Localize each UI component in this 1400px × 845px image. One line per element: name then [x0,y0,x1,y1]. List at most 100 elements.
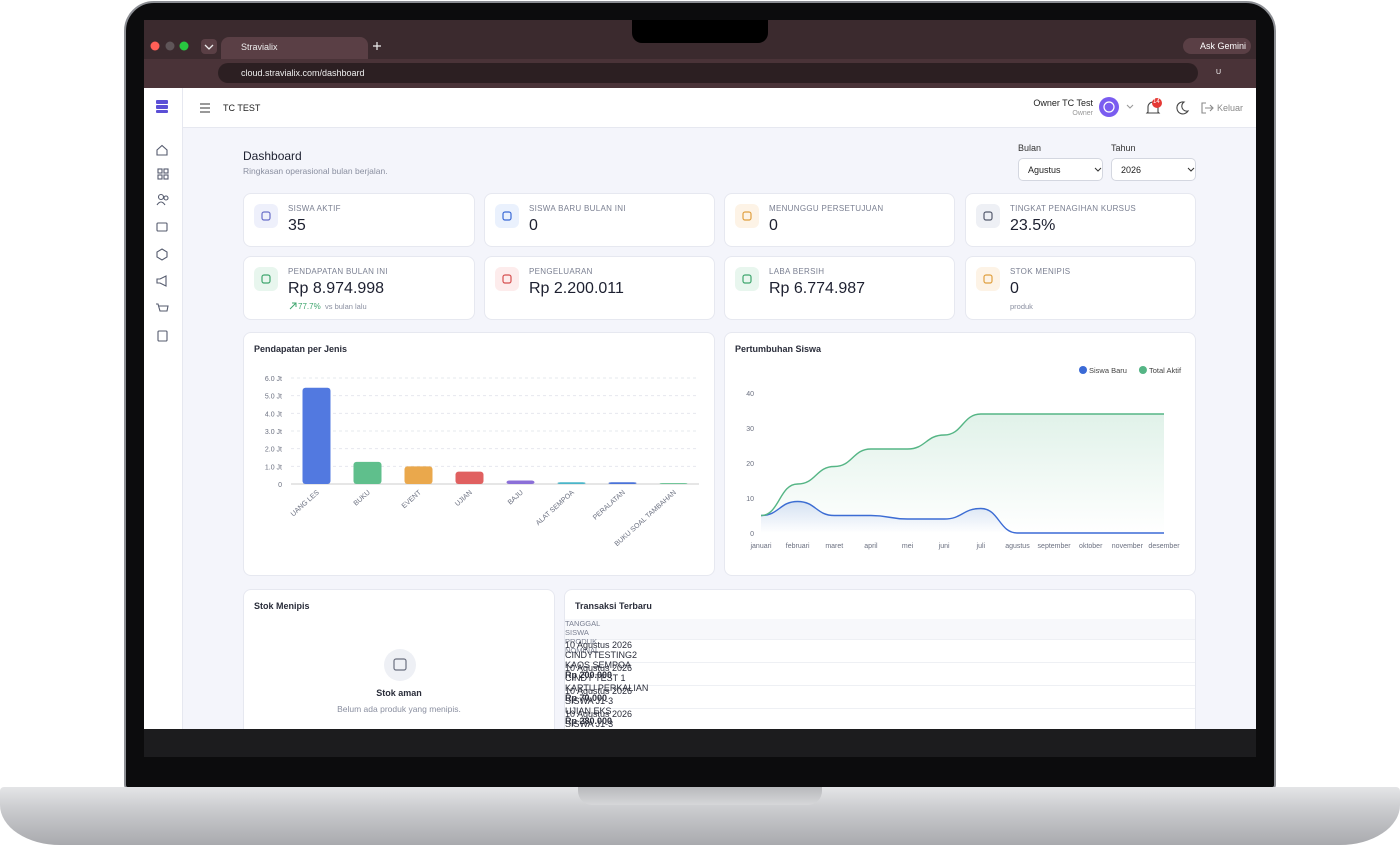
close-window[interactable] [150,41,160,51]
bar [455,471,484,484]
stat-icon [254,267,278,291]
stat-label: SISWA BARU BULAN INI [529,204,626,213]
user-name: Owner TC Test [1033,98,1093,108]
chart-title: Pertumbuhan Siswa [735,344,822,354]
gemini-label: Ask Gemini [1200,41,1247,51]
stat-icon [976,267,1000,291]
nav-users[interactable] [156,193,169,206]
icon-glyph [393,658,407,671]
nav-box[interactable] [156,248,168,261]
x-tick-label: maret [825,543,843,550]
table-cell: UJIAN EKS [565,706,612,716]
x-tick-label: ALAT SEMPOA [535,489,576,527]
chart: 0 10 20 30 40 januari februari maret april mei jun… [746,366,1182,550]
logout[interactable]: Keluar [1217,103,1244,113]
empty-text: Belum ada produk yang menipis. [337,704,461,714]
table-cell: SISWA J1-3 [565,696,614,706]
bar [506,480,535,484]
table-cell: CINDY TEST 1 [565,673,626,683]
column-header: SISWA [565,628,589,637]
table-cell: Rp 200.000 [565,670,613,680]
nav-announce[interactable] [156,275,167,287]
stat-value: Rp 8.974.998 [288,280,385,297]
x-tick-label: september [1038,543,1072,550]
month-label: Bulan [1018,143,1042,153]
legend-label: Siswa Baru [1089,366,1127,375]
stat-icon [976,204,1000,228]
stat-label: SISWA AKTIF [288,204,341,213]
notification-badge [1152,98,1162,108]
stat-label: STOK MENIPIS [1010,267,1071,276]
stat-icon [735,204,759,228]
year-select[interactable]: 2026 [1111,158,1196,181]
notification-count: 14 [1153,99,1160,105]
month-select[interactable]: Agustus [1018,158,1103,181]
nav-grid[interactable] [157,168,169,180]
user-chevron[interactable] [1126,104,1134,109]
browser-icons [150,39,1243,79]
logo [156,100,168,113]
y-tick-label: 4.0 Jt [265,411,282,418]
year-label: Tahun [1111,143,1136,153]
nav-cart[interactable] [156,303,169,312]
y-tick-label: 20 [746,461,754,468]
table-cell: KAOS SEMPOA [565,660,632,670]
stat-card: MENUNGGU PERSETUJUAN 0 [724,193,955,247]
tab-title: Stravialix [241,42,278,52]
icon-bg [735,204,759,228]
avatar[interactable] [1099,97,1119,117]
column-header: NOMINAL [565,646,600,655]
stat-icon [495,267,519,291]
chart: 0 1.0 Jt 2.0 Jt 3.0 Jt 4.0 Jt 5.0 Jt 6.0 Jt UAN… [265,376,699,548]
nav-home[interactable] [156,144,168,156]
x-tick-label: BUKU SOAL TAMBAHAN [614,489,678,548]
x-tick-label: BAJU [507,489,525,506]
line [760,413,1164,517]
minimize-window[interactable] [165,41,175,51]
icon-bg [384,649,416,681]
x-tick-label: desember [1148,543,1180,550]
table-cell: CINDYTESTING2 [565,650,638,660]
stat-value: 0 [769,217,778,234]
active-tab[interactable] [221,37,368,59]
x-tick-label: juli [976,543,986,550]
select-arrows [1094,167,1195,172]
bar [608,482,637,484]
menu-toggle[interactable] [200,103,210,113]
legend-swatch [1138,366,1147,374]
icon-bg [495,267,519,291]
y-tick-label: 3.0 Jt [265,429,282,436]
base-notch [578,787,822,805]
stock-card: Stok Menipis Stok aman Belum ada produk ya… [243,589,555,729]
stat-card: SISWA AKTIF 35 [243,193,475,247]
stat-card: TINGKAT PENAGIHAN KURSUS 23.5% [965,193,1196,247]
stat-label: PENGELUARAN [529,267,593,276]
table-cell: 10 Agustus 2026 [565,709,633,719]
table-cell: Rp 280.000 [565,716,613,726]
card-title: Transaksi Terbaru [575,601,652,611]
x-tick-label: UJIAN [454,489,474,508]
stat-value: 0 [529,217,538,234]
icon-glyph [502,274,512,284]
trend-value: 77.7% [298,302,321,311]
bar [404,466,433,484]
table-cell: Rp 70.000 [565,693,608,703]
logout-icon[interactable] [1201,102,1214,114]
tab-menu[interactable] [201,39,217,54]
stat-icon [735,267,759,291]
nav-calculator[interactable] [157,330,168,342]
app-icons [156,97,1214,342]
trend-arrow [289,302,297,310]
gemini-button[interactable] [1183,38,1251,54]
sidebar [144,88,183,729]
column-header: PRODUK [565,637,598,646]
nav-media[interactable] [156,222,168,232]
stat-value: Rp 6.774.987 [769,280,866,297]
new-tab[interactable] [373,42,381,50]
maximize-window[interactable] [179,41,189,51]
empty-icon [384,649,416,681]
user-role: Owner [1072,110,1093,117]
address-field[interactable] [218,63,1198,83]
theme-toggle[interactable] [1176,101,1190,115]
stat-label: MENUNGGU PERSETUJUAN [769,204,884,213]
